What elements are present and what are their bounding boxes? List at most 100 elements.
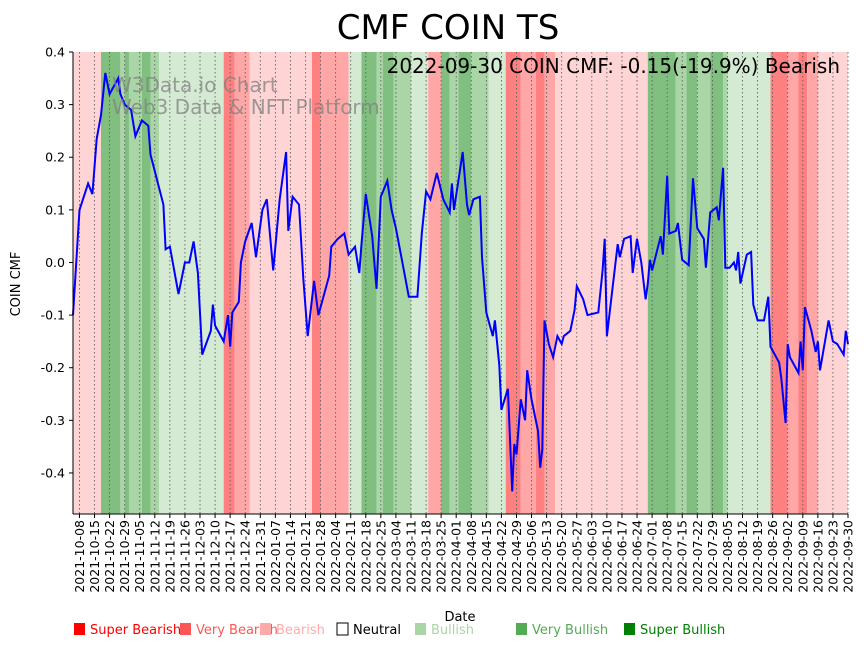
x-tick-label: 2022-03-04 <box>388 520 403 593</box>
legend-swatch <box>336 622 349 636</box>
y-tick-label: 0.2 <box>45 150 65 165</box>
legend-item: Bullish <box>415 623 474 638</box>
legend-swatch <box>624 623 635 635</box>
legend-label: Bearish <box>276 623 325 638</box>
x-tick-label: 2021-12-24 <box>238 520 253 593</box>
legend-swatch <box>260 623 271 635</box>
x-tick-label: 2022-05-27 <box>569 520 584 593</box>
x-tick-label: 2022-04-08 <box>464 520 479 593</box>
legend-item: Neutral <box>336 622 401 638</box>
watermark-line-2: Web3 Data & NFT Platform <box>112 95 380 119</box>
legend-swatch <box>180 623 191 635</box>
y-tick-label: -0.3 <box>41 413 65 428</box>
x-tick-label: 2022-09-02 <box>780 520 795 593</box>
x-tick-label: 2022-02-11 <box>343 520 358 593</box>
legend-item: Bearish <box>260 623 325 638</box>
x-tick-label: 2022-06-17 <box>614 520 629 593</box>
legend-label: Very Bullish <box>532 623 608 638</box>
x-tick-label: 2022-05-20 <box>554 520 569 593</box>
cmf-series-line <box>72 72 849 492</box>
x-tick-label: 2022-07-01 <box>645 520 660 593</box>
legend-label: Bullish <box>431 623 474 638</box>
band-bearish <box>73 52 101 514</box>
y-tick-label: -0.4 <box>41 465 65 480</box>
x-tick-label: 2022-04-15 <box>479 520 494 593</box>
x-tick-label: 2022-01-14 <box>283 520 298 593</box>
x-tick-label: 2021-10-08 <box>72 520 87 593</box>
x-tick-label: 2021-11-05 <box>132 520 147 593</box>
band-very-bullish <box>376 52 383 514</box>
y-tick-label: 0.4 <box>45 45 65 60</box>
x-tick-label: 2022-07-15 <box>675 520 690 593</box>
x-tick-label: 2021-10-29 <box>117 520 132 593</box>
x-tick-label: 2022-05-13 <box>539 520 554 593</box>
band-super-bullish <box>686 52 698 514</box>
band-very-bullish <box>393 52 411 514</box>
band-very-bearish <box>520 52 536 514</box>
band-very-bullish <box>471 52 489 514</box>
band-bullish <box>727 52 771 514</box>
band-super-bullish <box>141 52 151 514</box>
x-tick-label: 2022-05-06 <box>524 520 539 593</box>
band-super-bullish <box>441 52 450 514</box>
band-very-bullish <box>675 52 687 514</box>
legend-swatch <box>516 623 527 635</box>
band-very-bullish <box>723 52 728 514</box>
band-very-bullish <box>697 52 711 514</box>
band-super-bullish <box>458 52 472 514</box>
x-tick-label: 2022-01-21 <box>298 520 313 593</box>
x-tick-label: 2022-09-23 <box>825 520 840 593</box>
legend-label: Super Bearish <box>90 623 181 638</box>
x-tick-label: 2022-09-16 <box>810 520 825 593</box>
x-tick-label: 2022-07-22 <box>690 520 705 593</box>
x-tick-label: 2021-11-26 <box>177 520 192 593</box>
band-bullish <box>159 52 224 514</box>
x-tick-label: 2022-02-18 <box>358 520 373 593</box>
band-very-bearish <box>428 52 442 514</box>
x-tick-label: 2021-12-31 <box>253 520 268 593</box>
axes: 2021-10-08 2021-10-15 2021-10-22 2021-10-29… <box>41 45 856 593</box>
band-bearish <box>249 52 312 514</box>
x-tick-label: 2022-09-30 <box>841 520 856 593</box>
band-very-bearish <box>787 52 799 514</box>
band-super-bearish <box>770 52 788 514</box>
legend-item: Very Bearish <box>180 623 278 638</box>
legend-label: Very Bearish <box>196 623 278 638</box>
band-bullish <box>488 52 506 514</box>
signal-bands <box>73 52 848 514</box>
x-tick-label: 2021-11-12 <box>147 520 162 593</box>
band-bullish <box>348 52 362 514</box>
band-super-bearish <box>505 52 521 514</box>
x-tick-label: 2022-02-25 <box>373 520 388 593</box>
legend-item: Very Bullish <box>516 623 608 638</box>
x-axis-label: Date <box>444 610 475 625</box>
y-axis-label: COIN CMF <box>9 252 24 317</box>
x-tick-label: 2022-06-03 <box>584 520 599 593</box>
legend-item: Super Bearish <box>74 623 181 638</box>
band-super-bearish <box>535 52 545 514</box>
x-tick-label: 2022-01-28 <box>313 520 328 593</box>
legend-swatch <box>415 623 426 635</box>
x-tick-label: 2022-03-18 <box>419 520 434 593</box>
y-tick-label: 0.0 <box>45 255 65 270</box>
x-tick-label: 2022-08-26 <box>765 520 780 593</box>
chart-title: CMF COIN TS <box>337 8 560 48</box>
x-tick-label: 2021-10-15 <box>87 520 102 593</box>
y-tick-label: 0.1 <box>45 202 65 217</box>
band-very-bullish <box>120 52 125 514</box>
band-super-bullish <box>710 52 724 514</box>
band-very-bearish <box>807 52 818 514</box>
x-tick-label: 2022-06-10 <box>599 520 614 593</box>
band-very-bearish <box>544 52 556 514</box>
x-tick-label: 2022-04-29 <box>509 520 524 593</box>
watermark-line-1: W3Data.io Chart <box>112 73 278 97</box>
x-tick-label: 2022-08-12 <box>735 520 750 593</box>
band-super-bullish <box>124 52 129 514</box>
x-tick-label: 2022-03-11 <box>403 520 418 593</box>
x-tick-label: 2022-07-08 <box>660 520 675 593</box>
x-tick-label: 2021-12-10 <box>208 520 223 593</box>
band-super-bullish <box>361 52 377 514</box>
legend-label: Super Bullish <box>640 623 725 638</box>
